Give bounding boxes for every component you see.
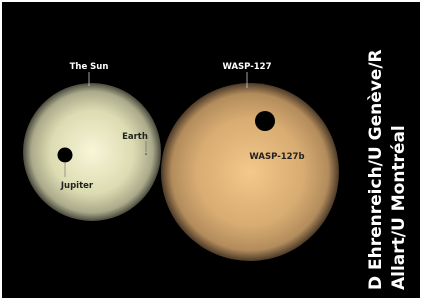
wasp-127b-disc <box>255 111 275 131</box>
credit: Allart/U Montréal <box>389 125 409 290</box>
sun <box>23 83 161 221</box>
label: Earth <box>122 132 148 142</box>
label: WASP-127 <box>222 62 271 72</box>
earth-disc <box>145 153 147 155</box>
label: WASP-127b <box>249 152 304 162</box>
jupiter-disc <box>58 148 73 163</box>
wasp-127-star <box>161 83 339 261</box>
credit: D Ehrenreich/U Genève/R <box>366 49 386 290</box>
illustration: The Sun WASP-127 Earth Jupiter WASP-127b… <box>0 0 423 302</box>
label: Jupiter <box>60 181 94 191</box>
label: The Sun <box>70 62 109 72</box>
